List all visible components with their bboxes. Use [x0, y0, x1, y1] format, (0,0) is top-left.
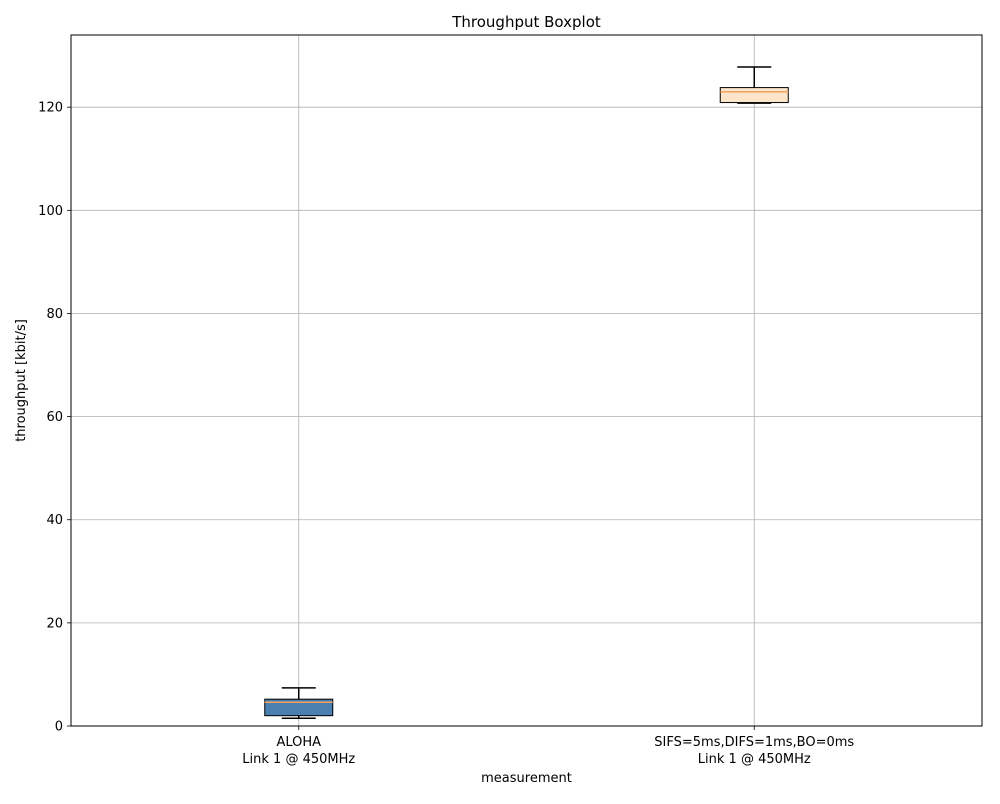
x-tick-label: Link 1 @ 450MHz: [698, 752, 811, 767]
box-group: [264, 687, 334, 720]
axes-frame: [70, 34, 983, 727]
y-tick-label: 20: [46, 616, 63, 631]
y-tick-label: 100: [38, 204, 63, 219]
chart-title: Throughput Boxplot: [451, 13, 601, 31]
ticks: 0 20 40 60 80 100 120 ALOHA Link 1 @ 450MHz SIFS=…: [38, 101, 854, 767]
x-tick-label: ALOHA: [276, 735, 321, 750]
box-group: [719, 66, 789, 104]
y-axis-label: throughput [kbit/s]: [14, 319, 29, 442]
x-axis-label: measurement: [481, 771, 572, 786]
box-iqr: [264, 698, 334, 717]
y-tick-label: 120: [38, 101, 63, 116]
x-tick-label: Link 1 @ 450MHz: [242, 752, 355, 767]
grid: [71, 35, 982, 727]
x-tick-label: SIFS=5ms,DIFS=1ms,BO=0ms: [654, 735, 854, 750]
y-tick-label: 60: [46, 410, 63, 425]
box-iqr: [719, 87, 789, 104]
y-tick-label: 40: [46, 513, 63, 528]
y-tick-label: 0: [55, 720, 63, 735]
boxes: [264, 66, 789, 720]
y-tick-label: 80: [46, 307, 63, 322]
